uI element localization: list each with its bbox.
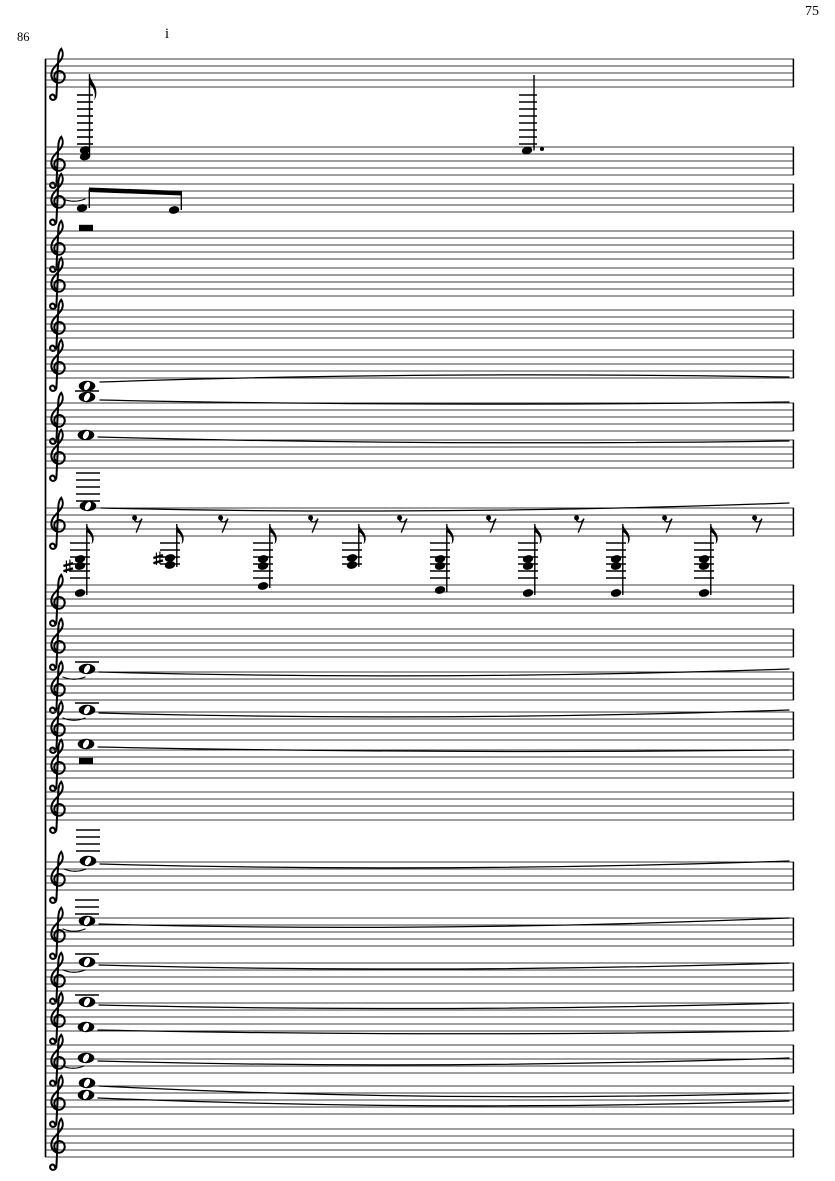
measure-number: 86 [17,30,30,44]
page-number: 75 [805,4,819,19]
rehearsal-mark: i [165,26,170,42]
